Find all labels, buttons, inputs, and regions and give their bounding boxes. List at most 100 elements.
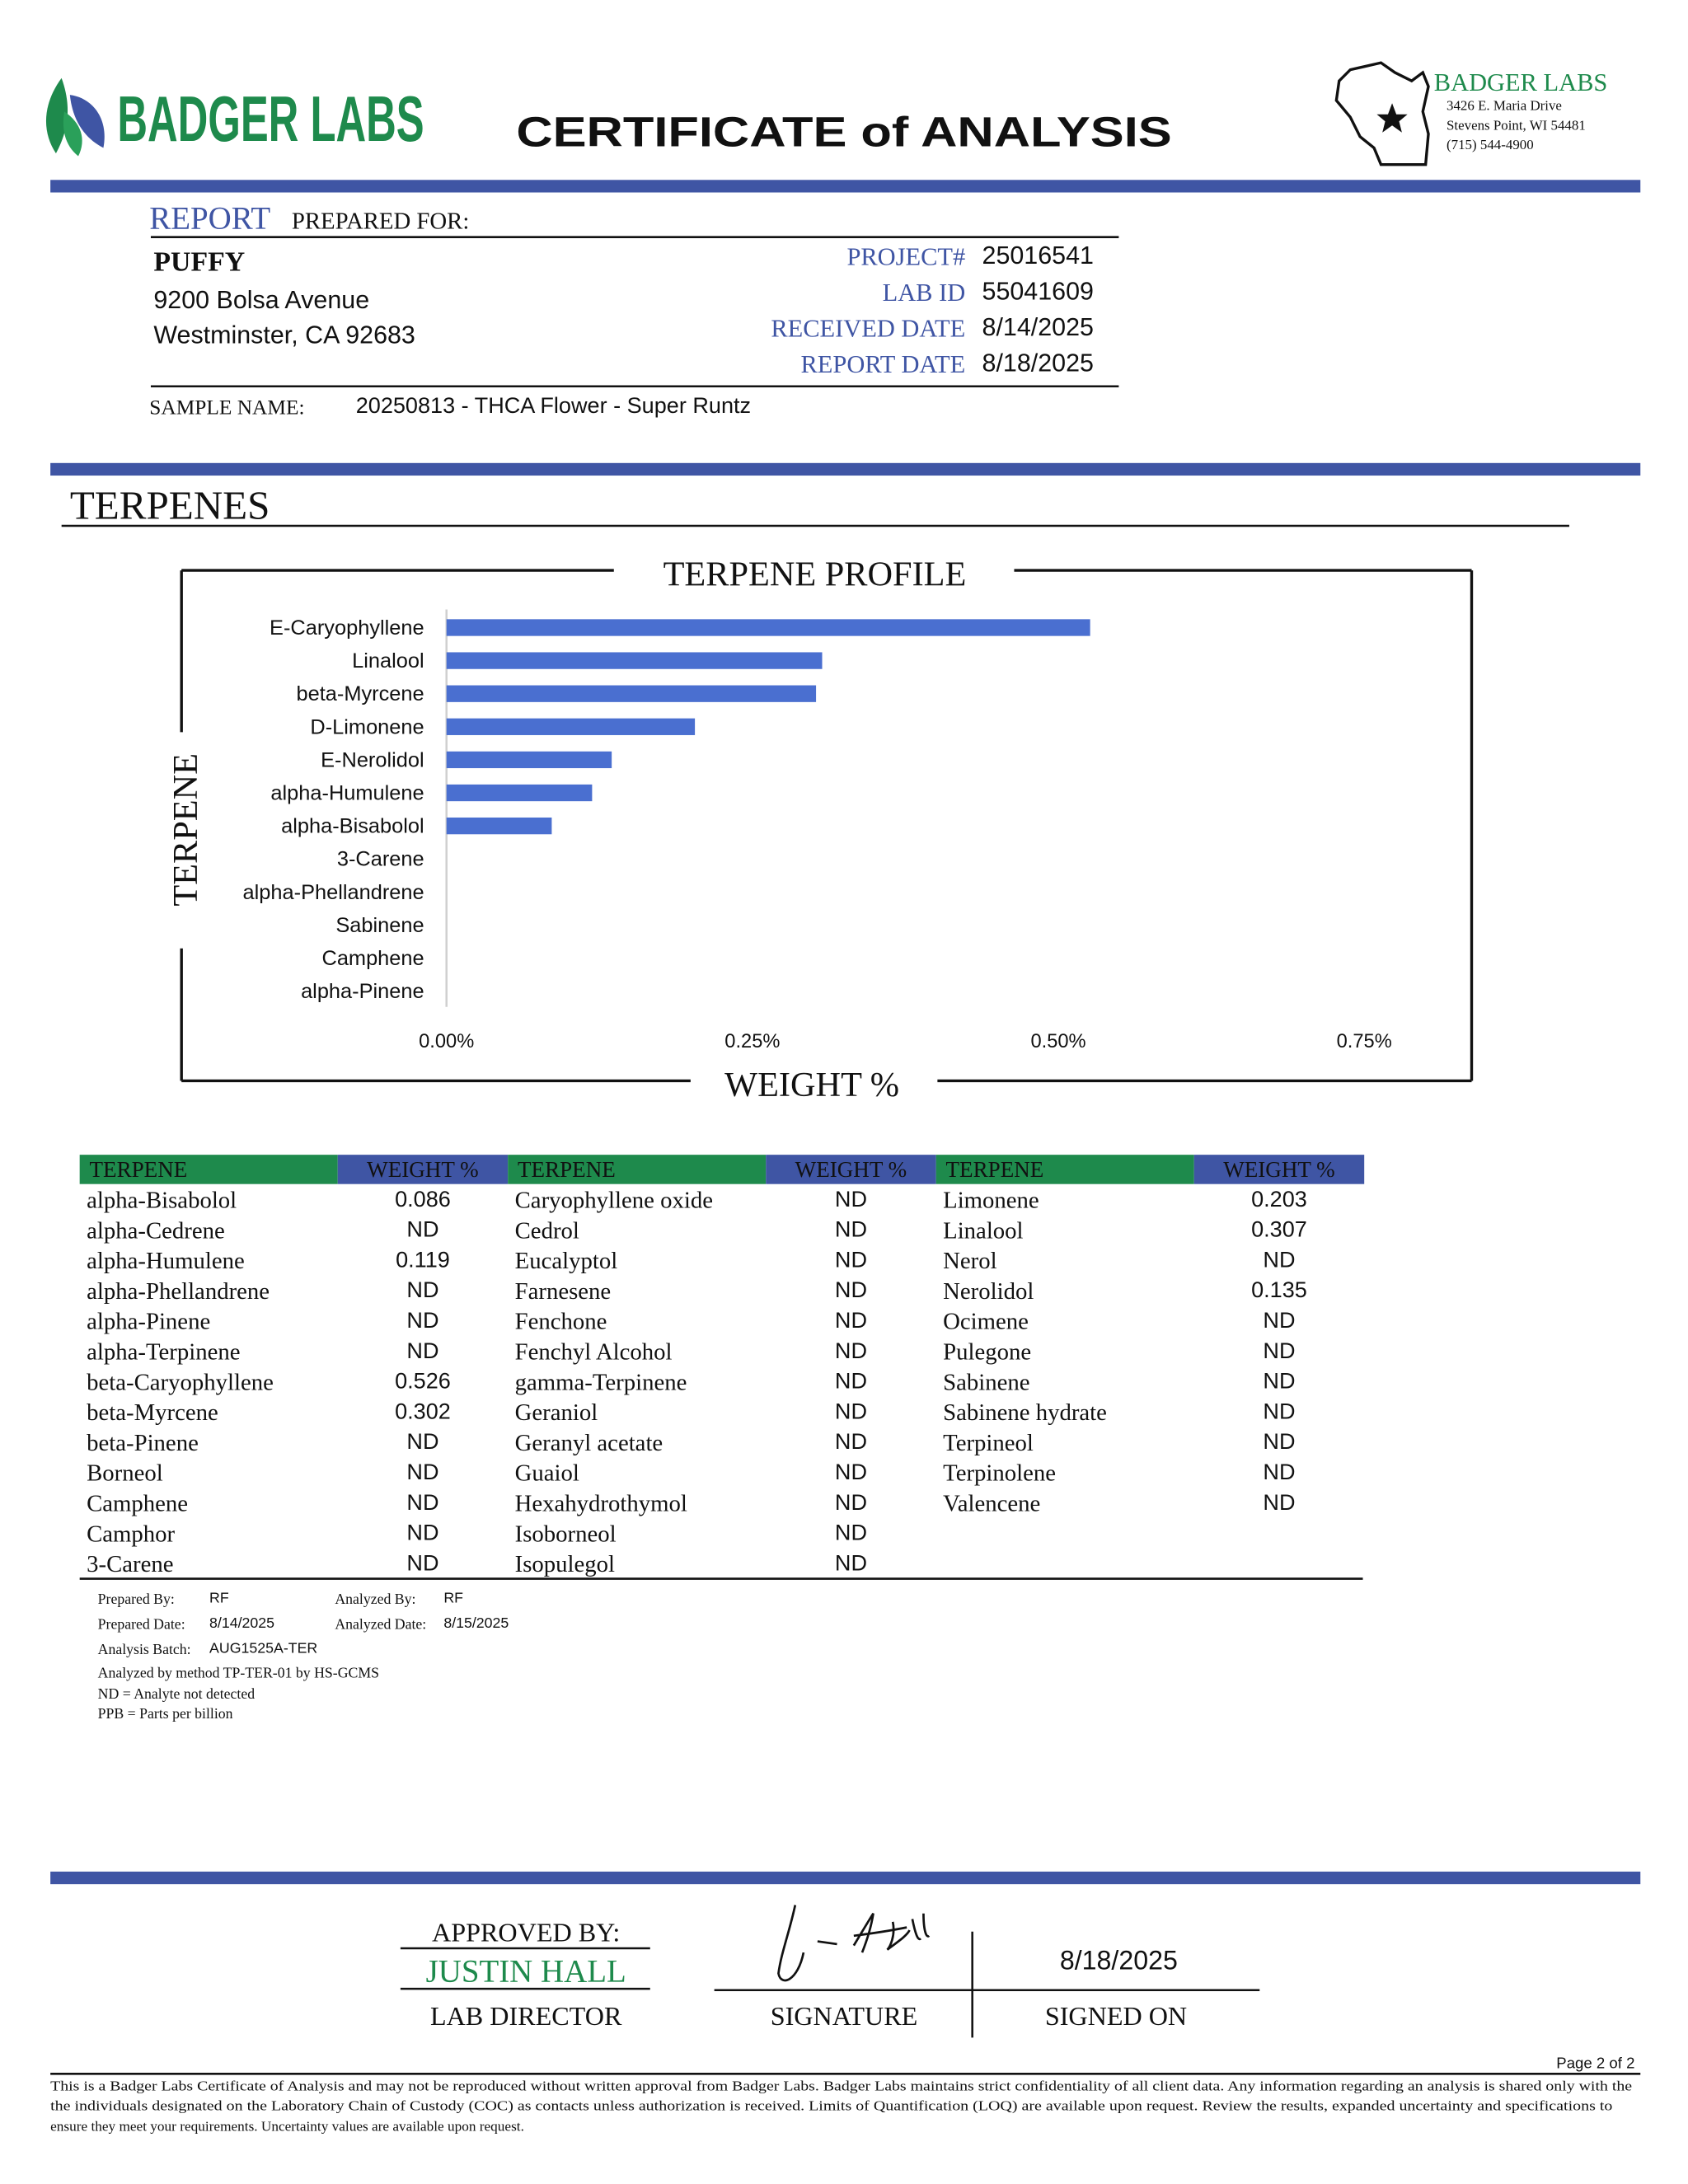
x-tick-label: 0.50% xyxy=(1030,1031,1085,1052)
weight-value: ND xyxy=(406,1307,438,1333)
weight-value: ND xyxy=(1263,1398,1295,1423)
y-tick-label: Linalool xyxy=(352,649,424,673)
bar xyxy=(446,784,593,802)
approver-role: LAB DIRECTOR xyxy=(430,2001,622,2031)
chart-frame xyxy=(180,569,1474,1083)
section-title: TERPENES xyxy=(70,483,270,528)
terpene-name: Sabinene hydrate xyxy=(943,1399,1107,1426)
weight-value: ND xyxy=(406,1338,438,1363)
weight-value: ND xyxy=(835,1520,867,1545)
client-address: 9200 Bolsa Avenue xyxy=(153,286,369,314)
weight-value: ND xyxy=(406,1428,438,1454)
terpene-name: Nerol xyxy=(943,1248,996,1274)
terpene-name: Geranyl acetate xyxy=(515,1430,663,1456)
header-cell xyxy=(337,1155,509,1184)
field-value: 55041609 xyxy=(982,277,1094,305)
weight-value: 0.302 xyxy=(395,1398,451,1423)
chart-title: TERPENE PROFILE xyxy=(663,555,967,594)
weight-value: ND xyxy=(406,1216,438,1242)
terpene-name: Hexahydrothymol xyxy=(515,1491,687,1517)
weight-value: ND xyxy=(835,1428,867,1454)
terpene-name: Terpinolene xyxy=(943,1460,1056,1487)
sample-label: SAMPLE NAME: xyxy=(149,396,304,419)
weight-value: ND xyxy=(406,1277,438,1302)
weight-value: 0.119 xyxy=(396,1246,450,1272)
terpene-name: Isopulegol xyxy=(515,1551,615,1577)
note-label: Analyzed Date: xyxy=(335,1616,426,1633)
y-tick-label: 3-Carene xyxy=(337,848,424,871)
header-text: TERPENE xyxy=(90,1157,188,1182)
terpene-name: Cedrol xyxy=(515,1217,579,1244)
terpene-name: Geraniol xyxy=(515,1399,598,1426)
terpene-name: Isoborneol xyxy=(515,1521,617,1547)
weight-value: ND xyxy=(406,1549,438,1575)
y-tick-label: D-Limonene xyxy=(310,715,424,738)
terpene-name: Camphor xyxy=(87,1521,175,1547)
y-tick-label: alpha-Phellandrene xyxy=(243,881,424,904)
terpene-name: beta-Pinene xyxy=(87,1430,199,1456)
bar xyxy=(446,685,817,702)
disclaimer: the individuals designated on the Labora… xyxy=(50,2097,1612,2113)
y-axis-label: TERPENE xyxy=(166,753,205,907)
terpene-name: Camphene xyxy=(87,1491,188,1517)
note-label: Prepared By: xyxy=(98,1591,175,1607)
field-label: PROJECT# xyxy=(846,243,965,271)
note-label: Prepared Date: xyxy=(98,1616,185,1633)
divider-bar xyxy=(50,462,1641,476)
field-value: 25016541 xyxy=(982,241,1094,269)
bar xyxy=(446,751,612,769)
weight-value: ND xyxy=(406,1459,438,1484)
weight-value: ND xyxy=(835,1398,867,1423)
weight-value: ND xyxy=(1263,1307,1295,1333)
header-text: TERPENE xyxy=(518,1157,616,1182)
y-tick-label: Camphene xyxy=(322,947,424,970)
terpene-name: Ocimene xyxy=(943,1309,1029,1335)
weight-value: 0.526 xyxy=(395,1368,451,1394)
terpene-name: alpha-Pinene xyxy=(87,1309,210,1335)
terpene-name: alpha-Cedrene xyxy=(87,1217,225,1244)
bar xyxy=(446,817,552,835)
weight-value: ND xyxy=(835,1307,867,1333)
terpene-name: alpha-Humulene xyxy=(87,1248,245,1274)
signed-on-label: SIGNED ON xyxy=(1045,2001,1187,2031)
weight-value: ND xyxy=(835,1368,867,1394)
weight-value: ND xyxy=(835,1216,867,1242)
terpene-name: Eucalyptol xyxy=(515,1248,618,1274)
weight-value: 0.135 xyxy=(1251,1277,1307,1302)
sample-name: 20250813 - THCA Flower - Super Runtz xyxy=(356,392,751,418)
header-cell xyxy=(935,1155,1194,1184)
header-cell xyxy=(1193,1155,1365,1184)
weight-value: ND xyxy=(1263,1368,1295,1394)
star xyxy=(1376,103,1408,133)
weight-value: ND xyxy=(835,1549,867,1575)
note-label: Analysis Batch: xyxy=(98,1641,191,1657)
note-value: 8/15/2025 xyxy=(443,1615,509,1631)
x-axis-label: WEIGHT % xyxy=(724,1066,899,1104)
y-tick-label: alpha-Humulene xyxy=(270,781,424,804)
field-label: RECEIVED DATE xyxy=(771,314,965,342)
lab-address: (715) 544-4900 xyxy=(1447,137,1534,152)
terpene-name: Caryophyllene oxide xyxy=(515,1187,713,1213)
lab-address: 3426 E. Maria Drive xyxy=(1447,98,1562,114)
y-tick-label: alpha-Pinene xyxy=(301,980,424,1003)
y-tick-label: beta-Myrcene xyxy=(297,682,424,705)
note-value: RF xyxy=(209,1589,229,1605)
divider-bar xyxy=(50,180,1641,193)
approved-by: APPROVED BY: xyxy=(432,1918,620,1947)
field-label: LAB ID xyxy=(883,279,966,307)
header-text: TERPENE xyxy=(946,1157,1044,1182)
terpene-name: Sabinene xyxy=(943,1369,1029,1395)
weight-value: ND xyxy=(835,1186,867,1212)
note-value: AUG1525A-TER xyxy=(209,1639,317,1656)
header-text: WEIGHT % xyxy=(795,1157,907,1182)
note-line: Analyzed by method TP-TER-01 by HS-GCMS xyxy=(98,1665,379,1681)
terpene-name: Fenchyl Alcohol xyxy=(515,1338,673,1365)
x-tick-label: 0.00% xyxy=(419,1031,474,1052)
terpene-name: Limonene xyxy=(943,1187,1039,1213)
x-tick-label: 0.25% xyxy=(724,1031,780,1052)
signed-date: 8/18/2025 xyxy=(1060,1945,1178,1975)
weight-value: ND xyxy=(406,1520,438,1545)
terpene-name: Farnesene xyxy=(515,1278,612,1305)
